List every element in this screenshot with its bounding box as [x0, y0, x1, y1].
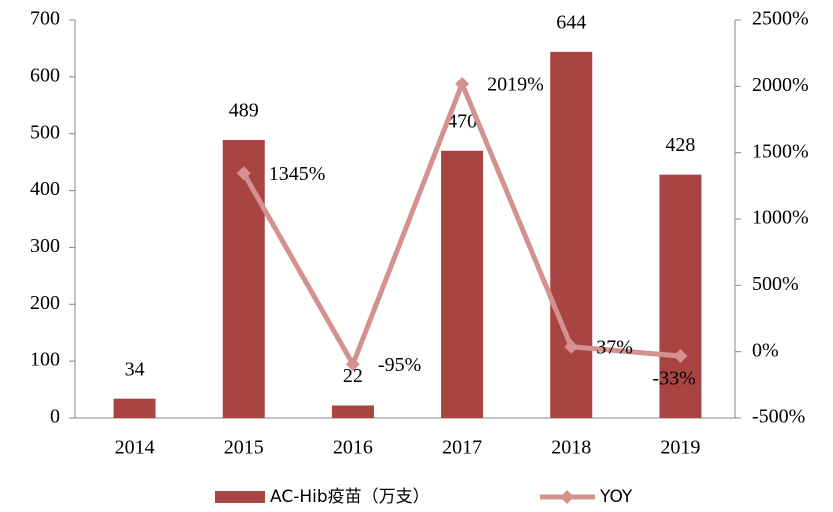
y2-tick-label: 0% — [752, 339, 779, 361]
x-tick-label: 2014 — [115, 437, 155, 459]
x-tick-label: 2018 — [551, 437, 591, 459]
y-tick-label: 400 — [30, 178, 60, 200]
y-tick-label: 100 — [30, 349, 60, 371]
bar-label: 644 — [556, 11, 586, 33]
line-label: 1345% — [269, 163, 326, 185]
y2-tick-label: 1500% — [752, 140, 809, 162]
bar-label: 34 — [125, 358, 145, 380]
bar — [113, 398, 156, 418]
line-label: -33% — [652, 368, 695, 390]
bar — [222, 139, 265, 418]
bar — [550, 51, 593, 419]
line-label: 37% — [596, 336, 633, 358]
legend-marker — [560, 490, 574, 504]
y-tick-label: 700 — [30, 8, 60, 30]
line-marker — [236, 166, 251, 181]
y-tick-label: 300 — [30, 235, 60, 257]
bar-label: 470 — [447, 110, 477, 132]
line-marker — [564, 339, 579, 354]
y-tick-label: 0 — [50, 406, 60, 428]
y2-tick-label: 2000% — [752, 74, 809, 96]
line-marker — [345, 357, 360, 372]
bar-label: 22 — [343, 365, 363, 387]
x-tick-label: 2017 — [442, 437, 482, 459]
y2-tick-label: 2500% — [752, 8, 809, 30]
line-marker — [455, 76, 470, 91]
legend-label: YOY — [599, 487, 633, 507]
y-tick-label: 500 — [30, 121, 60, 143]
y-tick-label: 600 — [30, 64, 60, 86]
bar — [441, 150, 484, 418]
line-label: -95% — [378, 354, 421, 376]
bar-label: 428 — [665, 134, 695, 156]
x-tick-label: 2016 — [333, 437, 373, 459]
legend-label: AC-Hib疫苗（万支） — [270, 487, 430, 507]
x-tick-label: 2015 — [224, 437, 264, 459]
bar — [659, 174, 702, 418]
x-tick-label: 2019 — [660, 437, 700, 459]
bar-label: 489 — [229, 100, 259, 122]
bar — [331, 405, 374, 418]
line-marker — [673, 349, 688, 364]
y2-tick-label: -500% — [752, 406, 805, 428]
line-label: 2019% — [487, 73, 544, 95]
y-tick-label: 200 — [30, 292, 60, 314]
legend-swatch — [215, 491, 265, 503]
y2-tick-label: 1000% — [752, 207, 809, 229]
y2-tick-label: 500% — [752, 273, 799, 295]
